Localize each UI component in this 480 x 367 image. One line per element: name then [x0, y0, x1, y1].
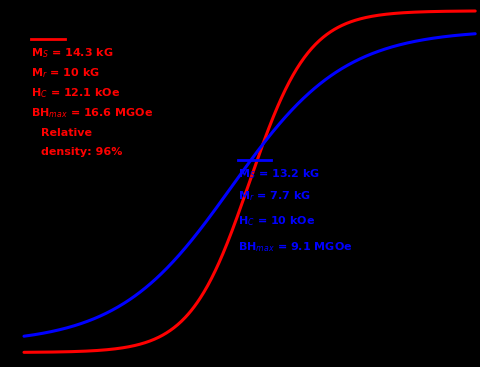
Text: Relative: Relative [41, 128, 92, 138]
Text: M$_S$ = 14.3 kG: M$_S$ = 14.3 kG [31, 46, 114, 60]
Text: BH$_{max}$ = 16.6 MGOe: BH$_{max}$ = 16.6 MGOe [31, 106, 154, 120]
Text: H$_C$ = 10 kOe: H$_C$ = 10 kOe [238, 215, 315, 229]
Text: H$_C$ = 12.1 kOe: H$_C$ = 12.1 kOe [31, 86, 120, 100]
Text: M$_S$ = 13.2 kG: M$_S$ = 13.2 kG [238, 167, 320, 181]
Text: density: 96%: density: 96% [41, 147, 122, 157]
Text: M$_r$ = 10 kG: M$_r$ = 10 kG [31, 66, 100, 80]
Text: M$_r$ = 7.7 kG: M$_r$ = 7.7 kG [238, 189, 311, 203]
Text: BH$_{max}$ = 9.1 MGOe: BH$_{max}$ = 9.1 MGOe [238, 240, 352, 254]
